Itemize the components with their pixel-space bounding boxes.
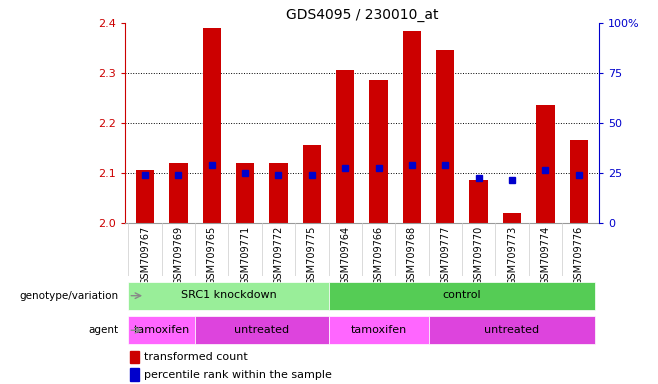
Bar [436, 50, 455, 223]
Bar [136, 170, 154, 223]
Text: GSM709772: GSM709772 [274, 225, 284, 285]
Bar [203, 28, 221, 223]
Bar [328, 282, 595, 310]
Text: SRC1 knockdown: SRC1 knockdown [180, 290, 276, 300]
Text: GSM709770: GSM709770 [474, 225, 484, 285]
Bar [303, 146, 321, 223]
Text: GSM709774: GSM709774 [540, 225, 550, 285]
Bar [169, 163, 188, 223]
Bar [130, 369, 139, 381]
Text: GSM709764: GSM709764 [340, 225, 350, 285]
Bar [570, 141, 588, 223]
Text: untreated: untreated [484, 324, 540, 334]
Text: GSM709771: GSM709771 [240, 225, 250, 285]
Bar [130, 351, 139, 363]
Text: GSM709766: GSM709766 [374, 225, 384, 285]
Bar [236, 163, 254, 223]
Text: GSM709769: GSM709769 [174, 225, 184, 285]
Bar [369, 81, 388, 223]
Text: untreated: untreated [234, 324, 290, 334]
Title: GDS4095 / 230010_at: GDS4095 / 230010_at [286, 8, 438, 22]
Bar [470, 180, 488, 223]
Text: GSM709765: GSM709765 [207, 225, 216, 285]
Text: GSM709775: GSM709775 [307, 225, 317, 285]
Text: percentile rank within the sample: percentile rank within the sample [144, 370, 332, 380]
Bar [428, 316, 595, 344]
Bar [536, 106, 555, 223]
Text: GSM709773: GSM709773 [507, 225, 517, 285]
Bar [128, 282, 328, 310]
Text: transformed count: transformed count [144, 353, 247, 362]
Text: GSM709767: GSM709767 [140, 225, 150, 285]
Bar [328, 316, 428, 344]
Text: GSM709776: GSM709776 [574, 225, 584, 285]
Text: tamoxifen: tamoxifen [351, 324, 407, 334]
Bar [128, 316, 195, 344]
Text: genotype/variation: genotype/variation [19, 291, 118, 301]
Text: tamoxifen: tamoxifen [134, 324, 190, 334]
Bar [269, 163, 288, 223]
Bar [195, 316, 328, 344]
Bar [403, 31, 421, 223]
Bar [503, 213, 521, 223]
Text: GSM709777: GSM709777 [440, 225, 450, 285]
Text: agent: agent [88, 325, 118, 335]
Text: GSM709768: GSM709768 [407, 225, 417, 285]
Text: control: control [443, 290, 481, 300]
Bar [336, 70, 355, 223]
